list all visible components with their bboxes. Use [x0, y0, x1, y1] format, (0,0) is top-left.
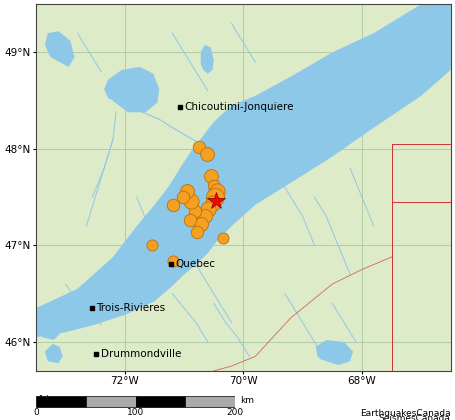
Text: km: km: [240, 396, 254, 405]
Polygon shape: [104, 67, 159, 112]
Bar: [136, 396, 185, 407]
Text: Chicoutimi-Jonquiere: Chicoutimi-Jonquiere: [184, 102, 293, 113]
Text: 1 km: 1 km: [39, 395, 58, 404]
Text: 200: 200: [227, 408, 244, 417]
Text: SeismesCanada: SeismesCanada: [379, 415, 450, 420]
Bar: [86, 396, 136, 407]
Text: Quebec: Quebec: [175, 259, 215, 269]
Polygon shape: [201, 45, 214, 74]
Bar: [36, 396, 86, 407]
Polygon shape: [36, 4, 451, 337]
Polygon shape: [316, 340, 353, 365]
Polygon shape: [45, 344, 63, 363]
Polygon shape: [45, 31, 75, 67]
Text: EarthquakesCanada: EarthquakesCanada: [360, 409, 450, 418]
Polygon shape: [39, 318, 60, 340]
Bar: [185, 396, 235, 407]
Text: 0: 0: [33, 408, 39, 417]
Text: Drummondville: Drummondville: [101, 349, 181, 359]
Text: 100: 100: [127, 408, 144, 417]
Text: Trois-Rivieres: Trois-Rivieres: [96, 303, 166, 313]
